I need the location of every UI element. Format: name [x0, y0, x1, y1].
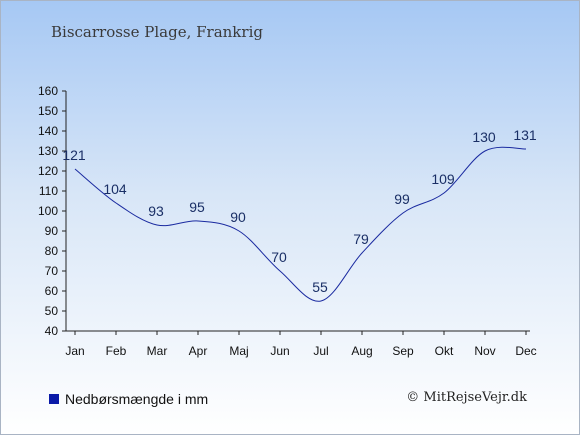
x-tick-label: Dec	[515, 344, 536, 358]
y-tick-label: 150	[38, 104, 58, 118]
y-tick-label: 120	[38, 164, 58, 178]
data-label: 109	[431, 171, 455, 187]
data-label: 70	[271, 249, 287, 265]
legend: Nedbørsmængde i mm	[49, 391, 208, 407]
y-tick-label: 40	[45, 324, 59, 338]
page-title: Biscarrosse Plage, Frankrig	[51, 23, 263, 41]
legend-swatch	[49, 394, 59, 404]
x-tick-label: Mar	[147, 344, 168, 358]
y-tick-label: 50	[45, 304, 59, 318]
data-label: 121	[62, 147, 86, 163]
data-label: 79	[353, 231, 369, 247]
data-label: 130	[472, 129, 496, 145]
axes: 40 50 60 70 80 90 100 110 120 130 140 150 160 Jan Feb M…	[38, 84, 537, 358]
series-layer	[74, 146, 527, 302]
legend-label: Nedbørsmængde i mm	[65, 391, 209, 407]
x-tick-label: Sep	[392, 344, 414, 358]
y-tick-label: 90	[45, 224, 59, 238]
y-tick-label: 140	[38, 124, 58, 138]
y-tick-label: 80	[45, 244, 59, 258]
y-tick-label: 160	[38, 84, 58, 98]
credit: © MitRejseVejr.dk	[406, 390, 527, 405]
data-label: 93	[148, 203, 164, 219]
data-label: 104	[103, 181, 127, 197]
y-tick-label: 70	[45, 264, 59, 278]
x-tick-label: Jun	[270, 344, 289, 358]
data-label: 95	[189, 199, 205, 215]
x-tick-label: Okt	[435, 344, 454, 358]
x-tick-label: Aug	[351, 344, 372, 358]
data-label: 55	[312, 279, 328, 295]
x-tick-label: Jul	[313, 344, 328, 358]
data-label: 99	[394, 191, 410, 207]
data-label: 131	[513, 127, 537, 143]
y-tick-label: 130	[38, 144, 58, 158]
data-label: 90	[230, 209, 246, 225]
x-tick-label: Feb	[106, 344, 127, 358]
x-tick-label: Maj	[229, 344, 248, 358]
x-tick-label: Nov	[474, 344, 495, 358]
series-line	[74, 146, 527, 302]
y-tick-label: 100	[38, 204, 58, 218]
x-tick-label: Apr	[189, 344, 208, 358]
y-tick-label: 110	[39, 184, 58, 198]
data-labels: 121 104 93 95 90 70 55 79 99 109 130 131	[62, 127, 537, 295]
x-tick-label: Jan	[65, 344, 84, 358]
y-tick-label: 60	[45, 284, 59, 298]
